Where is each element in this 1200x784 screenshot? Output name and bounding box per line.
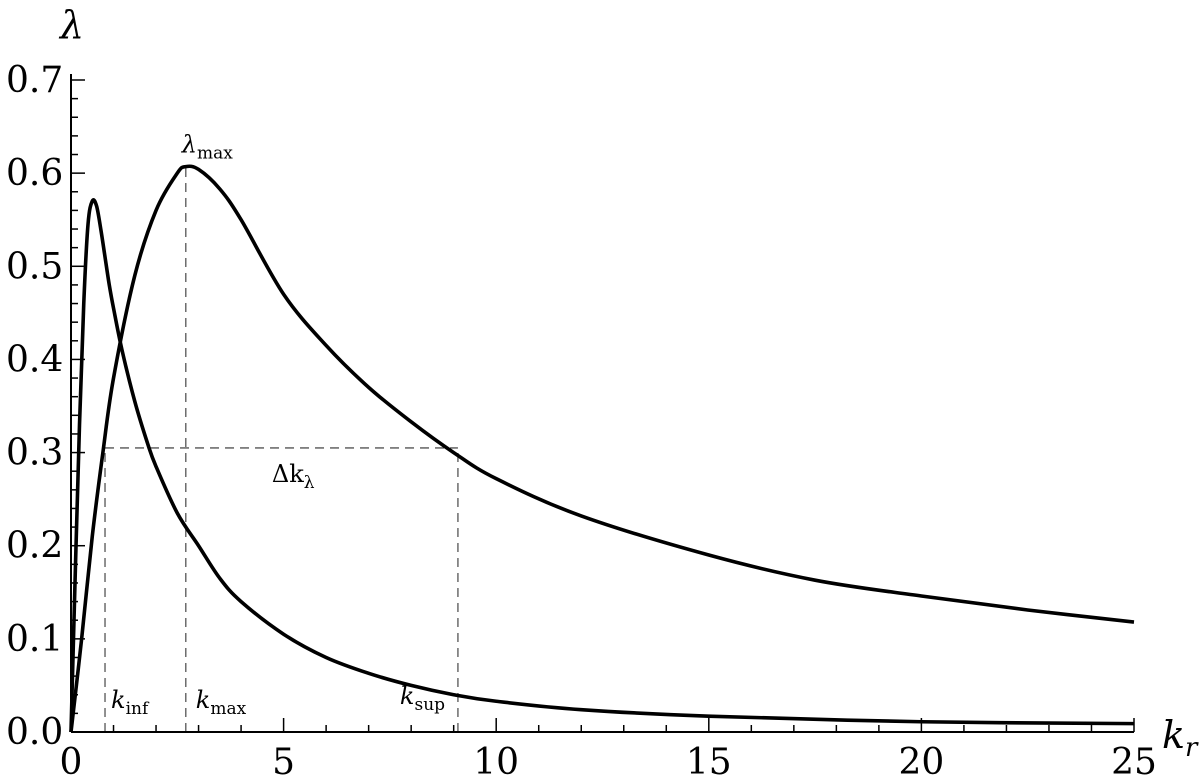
y-tick-label: 0.0 <box>6 712 63 753</box>
curves <box>69 164 1135 733</box>
k-inf-main: k <box>111 686 126 714</box>
axes <box>70 74 1134 733</box>
x-tick-label: 0 <box>60 742 83 783</box>
x-tick-label: 15 <box>686 742 732 783</box>
x-axis-title: kr <box>1162 713 1199 763</box>
k-sup-sub: sup <box>414 695 445 715</box>
y-tick-label: 0.5 <box>6 246 63 287</box>
delta-k-main: Δk <box>272 460 304 488</box>
x-axis-title-sub: r <box>1185 733 1199 763</box>
series-line-2 <box>69 164 1135 733</box>
y-tick-label: 0.4 <box>6 339 63 380</box>
y-axis-title: λ <box>58 3 84 47</box>
k-max-annotation: kmax <box>196 686 247 719</box>
x-tick-label: 10 <box>473 742 519 783</box>
k-inf-sub: inf <box>126 699 150 719</box>
x-tick-label: 25 <box>1111 742 1157 783</box>
lambda-max-main: λ <box>181 131 197 159</box>
delta-k-annotation: Δkλ <box>272 460 315 493</box>
x-axis-title-main: k <box>1162 713 1185 757</box>
y-tick-label: 0.7 <box>6 60 63 101</box>
y-tick-label: 0.2 <box>6 526 63 567</box>
ticks <box>70 79 1135 733</box>
k-inf-annotation: kinf <box>111 686 150 719</box>
tick-labels: 0 5 10 15 20 25 0.0 0.1 0.2 0.3 0.4 0.5 0.6 0.7 <box>6 60 1157 783</box>
y-tick-label: 0.1 <box>6 619 63 660</box>
y-tick-label: 0.3 <box>6 433 63 474</box>
x-tick-label: 5 <box>272 742 295 783</box>
k-max-sub: max <box>210 699 246 719</box>
y-tick-label: 0.6 <box>6 153 63 194</box>
lambda-max-sub: max <box>197 144 233 164</box>
x-tick-label: 20 <box>898 742 944 783</box>
lambda-max-annotation: λmax <box>181 131 233 164</box>
k-sup-main: k <box>400 682 415 710</box>
k-sup-annotation: ksup <box>400 682 445 715</box>
k-max-main: k <box>196 686 211 714</box>
delta-k-sub: λ <box>304 473 315 493</box>
reference-dashed-lines <box>104 166 459 732</box>
series-line-1 <box>69 198 1135 733</box>
